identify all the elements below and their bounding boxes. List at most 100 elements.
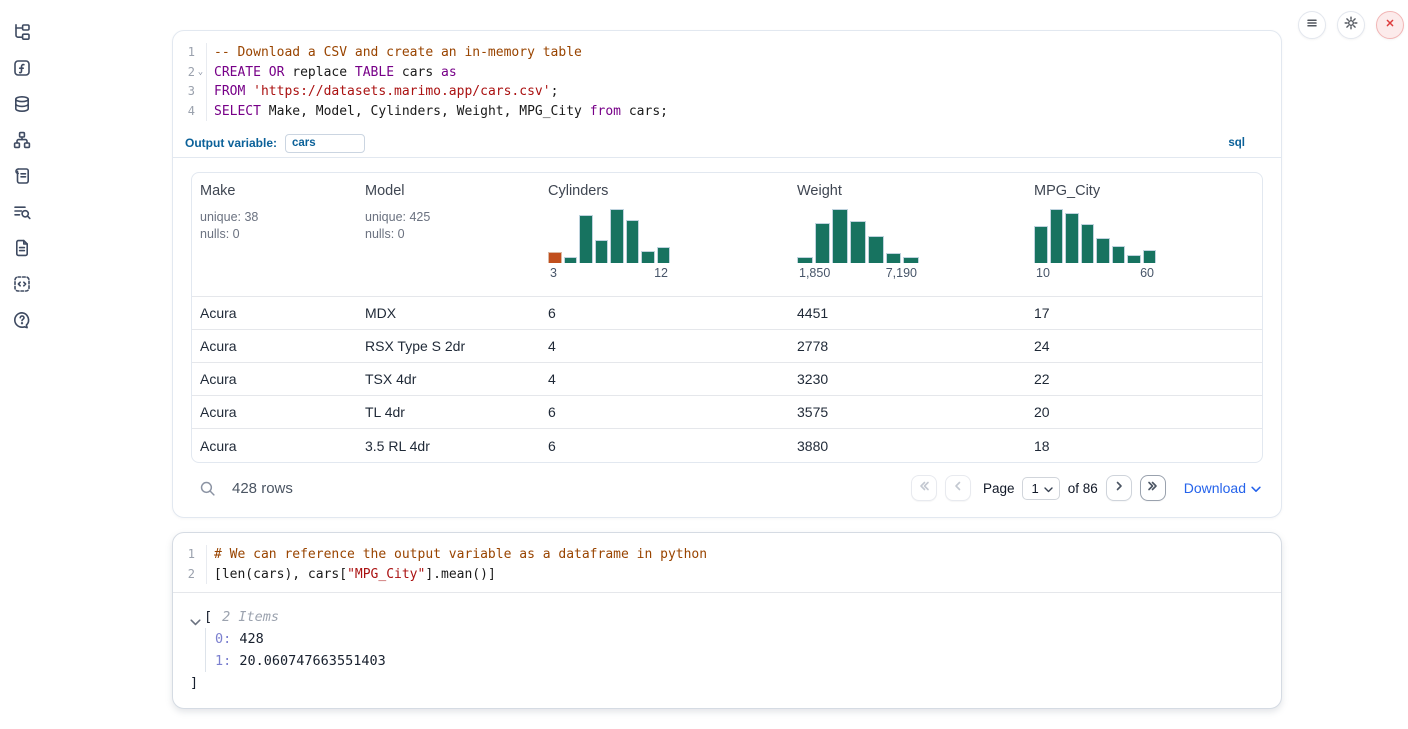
column-header-cylinders[interactable]: Cylinders 3 12 xyxy=(540,173,789,296)
download-button[interactable]: Download xyxy=(1184,480,1261,496)
code-line: 2 ⌄ CREATE OR replace TABLE cars as xyxy=(173,62,1281,83)
column-header-weight[interactable]: Weight 1,850 7,190 xyxy=(789,173,1026,296)
histogram-bar xyxy=(625,219,639,263)
tree-entry-value: 20.060747663551403 xyxy=(239,653,386,669)
histogram-bar xyxy=(1142,249,1156,263)
histogram-max-label: 12 xyxy=(654,266,668,280)
table-header-row: Make unique: 38 nulls: 0 Model unique: 425 nu… xyxy=(192,173,1262,297)
histogram-bars xyxy=(1034,209,1156,263)
interrupt-button[interactable] xyxy=(1376,11,1404,39)
histogram-min-label: 1,850 xyxy=(799,266,831,280)
code-content[interactable]: FROM 'https://datasets.marimo.app/cars.c… xyxy=(207,82,558,102)
data-table: Make unique: 38 nulls: 0 Model unique: 425 nu… xyxy=(191,172,1263,463)
table-cell: 6 xyxy=(548,404,556,420)
column-header-mpg_city[interactable]: MPG_City 10 60 xyxy=(1026,173,1262,296)
menu-button[interactable] xyxy=(1298,11,1326,39)
table-cell: TL 4dr xyxy=(365,404,405,420)
last-page-button[interactable] xyxy=(1139,475,1166,501)
python-code-editor[interactable]: 1 # We can reference the output variable … xyxy=(173,533,1281,593)
tree-entry-key: 1: xyxy=(215,653,232,669)
code-token: from xyxy=(589,103,622,119)
sql-code-editor[interactable]: 1 -- Download a CSV and create an in-memo… xyxy=(173,31,1281,129)
histogram-bar xyxy=(1049,209,1063,263)
logs-search-icon[interactable] xyxy=(12,202,32,222)
histogram-bar xyxy=(1127,255,1141,263)
line-number: 4 xyxy=(173,101,207,121)
column-title: Weight xyxy=(797,183,842,199)
histogram-bar xyxy=(579,215,593,263)
function-square-icon[interactable] xyxy=(12,58,32,78)
table-cell: 3880 xyxy=(797,437,829,454)
code-line: 1 -- Download a CSV and create an in-memo… xyxy=(173,43,1281,63)
histogram-bar xyxy=(850,220,866,263)
table-cell: Acura xyxy=(200,338,237,354)
histogram-bars xyxy=(548,209,670,263)
table-cell: 4 xyxy=(548,371,556,387)
page-select-value: 1 xyxy=(1031,480,1039,496)
snippets-code-icon[interactable] xyxy=(12,274,32,294)
code-content[interactable]: -- Download a CSV and create an in-memor… xyxy=(207,43,582,63)
line-number: 1 xyxy=(173,43,207,63)
line-number-text: 4 xyxy=(187,103,195,118)
table-cell: 17 xyxy=(1034,305,1050,321)
code-content[interactable]: SELECT Make, Model, Cylinders, Weight, M… xyxy=(207,102,668,122)
table-cell: 18 xyxy=(1034,437,1050,454)
line-number: 1 xyxy=(173,545,207,565)
tree-entry-value: 428 xyxy=(239,631,264,647)
histogram-bar xyxy=(1080,224,1094,263)
histogram-bar xyxy=(1111,245,1125,263)
line-number-text: 1 xyxy=(187,547,195,561)
language-badge: sql xyxy=(1228,137,1245,149)
dependency-network-icon[interactable] xyxy=(12,130,32,150)
table-footer: 428 rows Page 1 of 86 Download xyxy=(191,465,1263,511)
next-page-button[interactable] xyxy=(1105,475,1132,501)
page-select[interactable]: 1 xyxy=(1022,476,1060,500)
documentation-file-icon[interactable] xyxy=(12,238,32,258)
database-icon[interactable] xyxy=(12,94,32,114)
table-cell: 3575 xyxy=(797,404,829,420)
help-bubble-icon[interactable] xyxy=(12,310,32,330)
output-tree: [ 2 Items 0: 428 1: 20.060747663551403 ] xyxy=(173,593,1281,708)
table-cell: 4451 xyxy=(797,305,829,321)
table-cell: 6 xyxy=(548,437,556,454)
column-header-make[interactable]: Make unique: 38 nulls: 0 xyxy=(192,173,357,296)
code-line: 1 # We can reference the output variable … xyxy=(173,545,1281,565)
chevron-down-icon xyxy=(1044,481,1053,496)
output-variable-input[interactable] xyxy=(285,133,366,153)
fold-chevron-icon[interactable]: ⌄ xyxy=(197,66,204,77)
column-stat: nulls: 0 xyxy=(365,227,405,241)
code-token: "MPG_City" xyxy=(347,566,426,582)
table-cell: 22 xyxy=(1034,371,1050,387)
file-tree-icon[interactable] xyxy=(12,22,32,42)
line-number-text: 2 xyxy=(187,566,195,581)
histogram-bar xyxy=(1096,237,1110,263)
notebook-actions xyxy=(1298,11,1404,39)
code-token: # We can reference the output variable a… xyxy=(214,547,708,562)
tree-collapse-chevron-icon[interactable] xyxy=(190,612,201,626)
column-stat: unique: 425 xyxy=(365,210,431,224)
page-total-label: of 86 xyxy=(1067,480,1098,496)
chevron-down-icon xyxy=(1251,480,1261,496)
table-cell: 3.5 RL 4dr xyxy=(365,437,430,454)
code-token: ].mean()] xyxy=(425,566,496,582)
code-token: FROM xyxy=(214,84,246,99)
histogram-max-label: 7,190 xyxy=(885,266,917,280)
tree-entry: 0: 428 xyxy=(215,628,1263,650)
column-header-model[interactable]: Model unique: 425 nulls: 0 xyxy=(357,173,540,296)
chevron-left-icon xyxy=(951,479,965,498)
table-cell: 6 xyxy=(548,305,556,321)
search-icon[interactable] xyxy=(199,480,216,497)
settings-button[interactable] xyxy=(1337,11,1365,39)
histogram-max-label: 60 xyxy=(1140,266,1154,280)
histogram-bar xyxy=(814,222,831,263)
first-page-button[interactable] xyxy=(910,475,937,501)
scratchpad-scroll-icon[interactable] xyxy=(12,166,32,186)
code-token: -- Download a CSV and create an in-memor… xyxy=(214,45,582,60)
histogram-bar xyxy=(594,240,608,263)
code-content[interactable]: # We can reference the output variable a… xyxy=(207,545,707,565)
pagination: Page 1 of 86 Download xyxy=(910,475,1261,501)
prev-page-button[interactable] xyxy=(944,475,971,501)
code-content[interactable]: CREATE OR replace TABLE cars as xyxy=(207,63,457,83)
code-content[interactable]: [len(cars), cars["MPG_City"].mean()] xyxy=(207,565,496,585)
table-cell: 20 xyxy=(1034,404,1050,420)
